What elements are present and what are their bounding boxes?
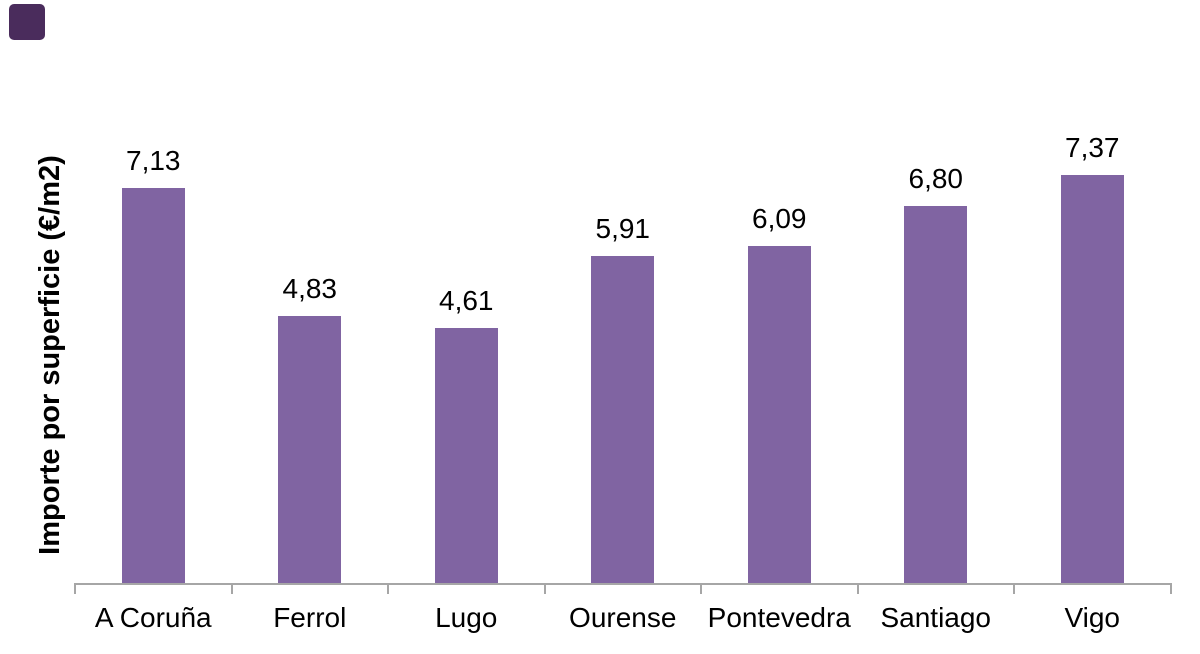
x-axis-tick (543, 585, 546, 594)
corner-purple-square-icon (9, 4, 45, 40)
bar (121, 188, 185, 583)
bar-value-label: 4,83 (282, 272, 338, 304)
bar-value-label: 7,13 (126, 145, 181, 177)
bar (278, 315, 342, 583)
x-axis-tick (1013, 585, 1015, 594)
bar-value-label: 5,91 (595, 212, 651, 244)
x-axis-tick (700, 585, 702, 594)
bar (1060, 174, 1124, 583)
x-axis-category-label: Pontevedra (707, 602, 851, 633)
bar-value-label: 4,61 (439, 284, 494, 316)
bar-value-label: 6,09 (752, 202, 807, 234)
bar (747, 245, 811, 583)
bar-value-label: 7,37 (1065, 131, 1120, 163)
x-axis-tick (856, 585, 859, 594)
bar (591, 255, 655, 583)
x-axis-tick (387, 585, 389, 594)
x-axis-category-label: Vigo (1064, 602, 1121, 633)
x-axis-category-label: Ferrol (273, 602, 347, 633)
x-axis-tick (74, 585, 76, 594)
bar (434, 327, 498, 583)
x-axis-category-label: Ourense (569, 602, 677, 633)
x-axis-tick (1169, 585, 1172, 594)
x-axis-line (74, 583, 1172, 585)
x-axis-category-label: A Coruña (94, 602, 212, 633)
x-axis-category-label: Santiago (880, 602, 992, 633)
bar-value-label: 6,80 (908, 163, 964, 195)
bar (904, 206, 968, 583)
y-axis-label: Importe por superficie (€/m2) (34, 155, 66, 555)
x-axis-category-label: Lugo (435, 602, 498, 633)
x-axis-tick (230, 585, 233, 594)
